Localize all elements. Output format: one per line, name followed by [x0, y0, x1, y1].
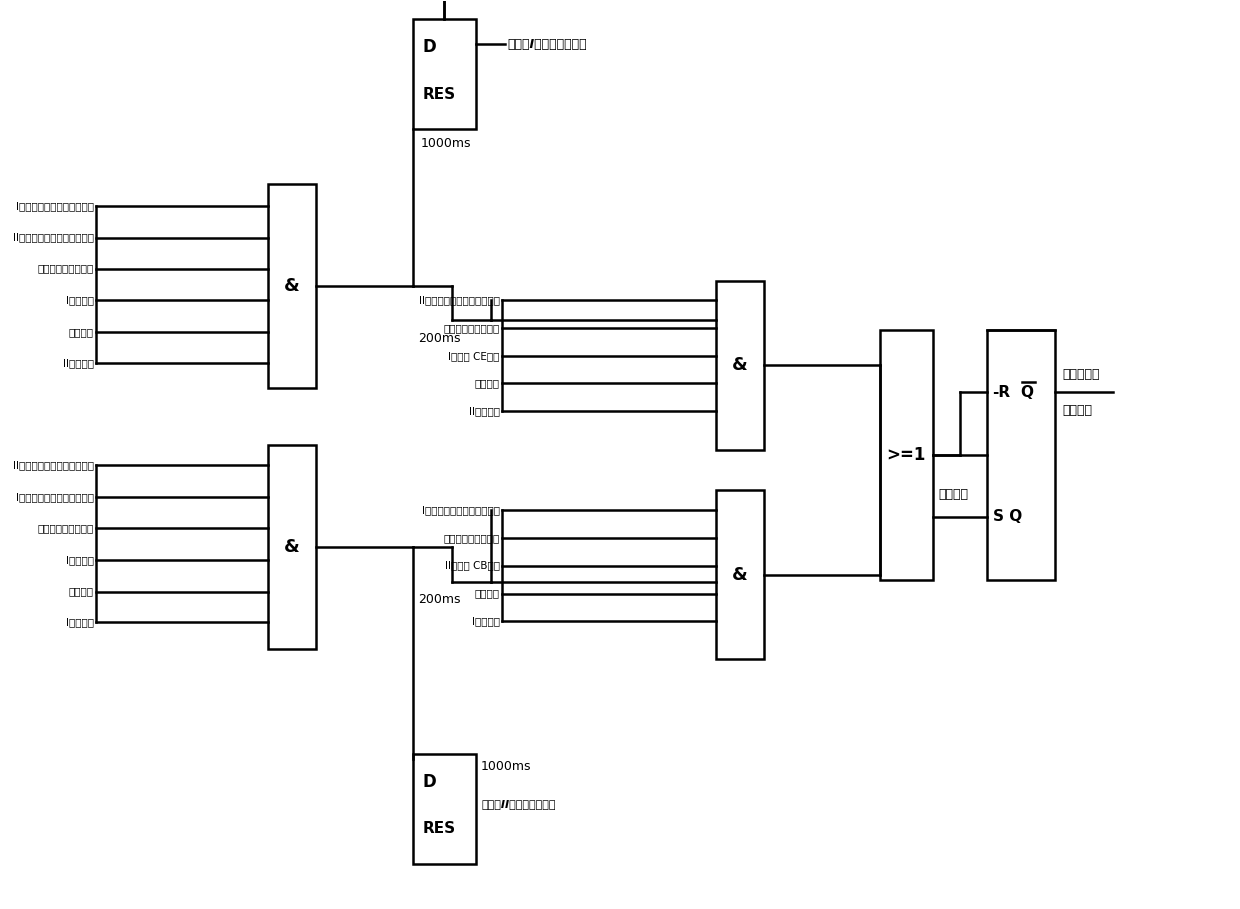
Text: 200ms: 200ms — [418, 593, 460, 606]
Text: II段失压且无进线保护跳信号: II段失压且无进线保护跳信号 — [12, 460, 94, 470]
Text: RES: RES — [423, 86, 456, 102]
Text: 备自投I段进线分闸命令: 备自投I段进线分闸命令 — [507, 38, 587, 51]
Text: 1000ms: 1000ms — [422, 137, 471, 151]
Bar — [268, 445, 316, 649]
Text: I段进线合: I段进线合 — [66, 617, 94, 627]
Text: D: D — [423, 773, 436, 791]
Text: &: & — [732, 356, 748, 375]
Bar — [715, 281, 764, 450]
Bar — [413, 19, 476, 129]
Text: II段进线合: II段进线合 — [469, 406, 500, 416]
Text: 备自投转换于关投入: 备自投转换于关投入 — [443, 324, 500, 334]
Text: 母联分位: 母联分位 — [68, 586, 94, 596]
Text: &: & — [284, 538, 300, 555]
Text: I段有压且无进线保护跳信号: I段有压且无进线保护跳信号 — [422, 504, 500, 514]
Bar — [880, 330, 934, 580]
Text: 开关合闳: 开关合闳 — [1063, 404, 1092, 416]
Text: S Q: S Q — [992, 509, 1022, 524]
Text: I段进线合: I段进线合 — [66, 554, 94, 564]
Text: I段失压且无进线保护跳信号: I段失压且无进线保护跳信号 — [16, 201, 94, 211]
Text: 备自投II段进线分闸命令: 备自投II段进线分闸命令 — [481, 799, 556, 809]
Text: I段进线合: I段进线合 — [471, 616, 500, 626]
Text: II段有压且无进线保护跳信号: II段有压且无进线保护跳信号 — [419, 295, 500, 305]
Text: 母联分位: 母联分位 — [475, 588, 500, 598]
Text: I段进线合: I段进线合 — [66, 295, 94, 305]
Text: I段进线 CE分位: I段进线 CE分位 — [448, 351, 500, 361]
Text: II段有压且无进线保护跳信号: II段有压且无进线保护跳信号 — [12, 233, 94, 243]
Text: 备自投转换开关投入: 备自投转换开关投入 — [37, 264, 94, 274]
Text: >=1: >=1 — [887, 446, 926, 464]
Text: 手动复位: 手动复位 — [939, 488, 968, 502]
Text: &: & — [732, 565, 748, 584]
Bar — [413, 754, 476, 864]
Text: &: & — [284, 276, 300, 295]
Text: 备自投转换: 备自投转换 — [1063, 368, 1100, 381]
Text: 200ms: 200ms — [418, 332, 460, 345]
Text: 1000ms: 1000ms — [481, 760, 532, 773]
Text: Q: Q — [1021, 385, 1034, 400]
Text: 母联分位: 母联分位 — [475, 378, 500, 388]
Text: 备自投转换开关投入: 备自投转换开关投入 — [37, 523, 94, 533]
Text: II段进线合: II段进线合 — [63, 358, 94, 368]
Text: II段进线 CB分位: II段进线 CB分位 — [444, 561, 500, 571]
Bar — [715, 490, 764, 659]
Bar — [268, 184, 316, 388]
Text: RES: RES — [423, 822, 456, 836]
Text: I段有压且无进线保护跳信号: I段有压且无进线保护跳信号 — [16, 492, 94, 502]
Text: 母联分位: 母联分位 — [68, 327, 94, 337]
Text: -R: -R — [992, 385, 1011, 400]
Text: D: D — [423, 38, 436, 56]
Text: 备自投转换开关投入: 备自投转换开关投入 — [443, 533, 500, 543]
Bar — [987, 330, 1054, 580]
